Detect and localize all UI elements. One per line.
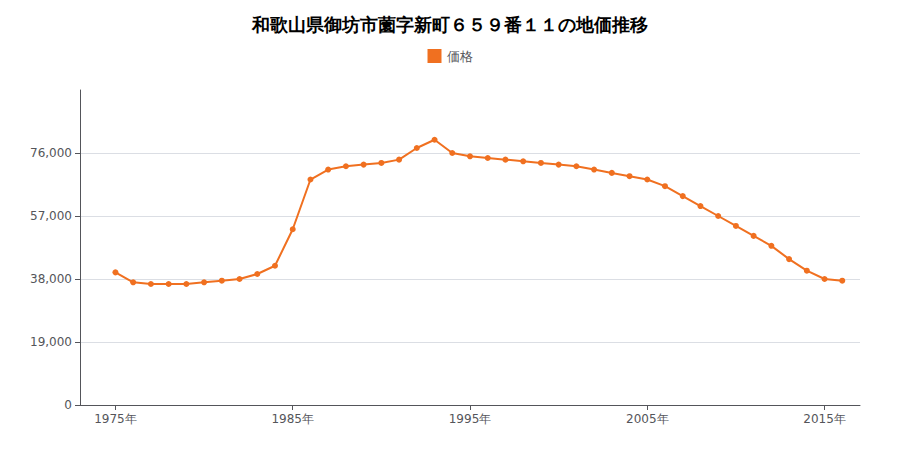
svg-text:0: 0 [64, 398, 72, 412]
svg-text:1975年: 1975年 [94, 412, 137, 426]
svg-text:1985年: 1985年 [271, 412, 314, 426]
svg-text:価格: 価格 [447, 49, 473, 64]
svg-text:和歌山県御坊市薗字新町６５９番１１の地価推移: 和歌山県御坊市薗字新町６５９番１１の地価推移 [251, 14, 648, 35]
svg-text:1995年: 1995年 [449, 412, 492, 426]
svg-text:76,000: 76,000 [30, 146, 72, 160]
svg-text:57,000: 57,000 [30, 209, 72, 223]
svg-text:19,000: 19,000 [30, 335, 72, 349]
svg-text:2015年: 2015年 [803, 412, 846, 426]
svg-text:2005年: 2005年 [626, 412, 669, 426]
svg-text:38,000: 38,000 [30, 272, 72, 286]
